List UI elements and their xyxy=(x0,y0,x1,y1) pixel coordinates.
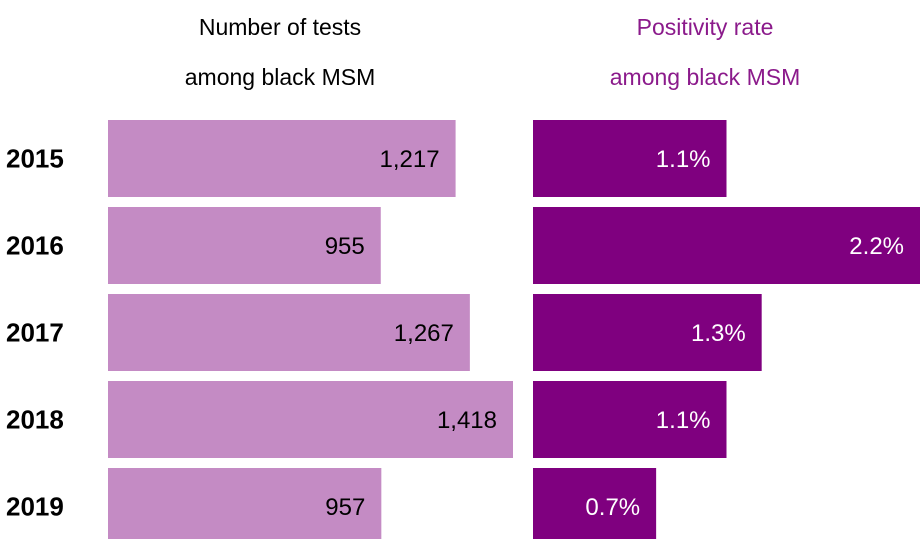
bar xyxy=(533,294,762,371)
bar xyxy=(533,468,657,539)
y-tick-label: 2019 xyxy=(6,491,64,521)
value-label: 957 xyxy=(325,494,365,521)
y-tick-label: 2016 xyxy=(6,230,64,260)
value-label: 1.3% xyxy=(691,320,746,347)
bar xyxy=(108,120,456,197)
bar xyxy=(533,381,727,458)
value-label: 2.2% xyxy=(849,233,904,260)
y-tick-label: 2015 xyxy=(6,143,64,173)
y-tick-label: 2018 xyxy=(6,404,64,434)
value-label: 955 xyxy=(325,233,365,260)
value-label: 1,418 xyxy=(437,407,497,434)
bar xyxy=(533,120,727,197)
value-label: 1,267 xyxy=(394,320,454,347)
value-label: 1.1% xyxy=(656,407,711,434)
value-label: 1,217 xyxy=(380,146,440,173)
bar xyxy=(108,468,382,539)
value-label: 1.1% xyxy=(656,146,711,173)
series-title: Positivity rate among black MSM xyxy=(609,14,801,90)
series-title: Number of tests among black MSM xyxy=(184,14,376,90)
bar xyxy=(533,207,920,284)
bar xyxy=(108,381,513,458)
value-label: 0.7% xyxy=(585,494,640,521)
y-tick-label: 2017 xyxy=(6,317,64,347)
bar xyxy=(108,294,470,371)
bar xyxy=(108,207,381,284)
